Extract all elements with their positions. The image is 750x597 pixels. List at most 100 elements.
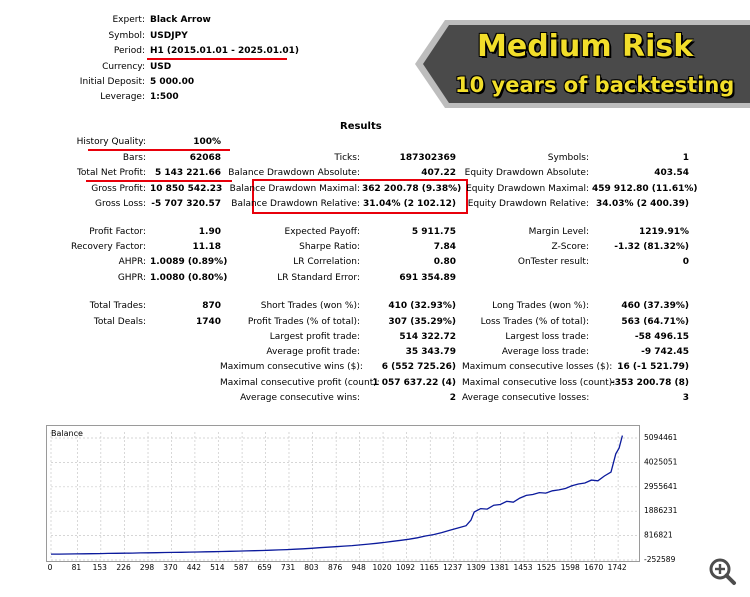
stat-label: Balance Drawdown Relative: xyxy=(231,199,360,209)
results-title: Results xyxy=(340,121,382,132)
stat-label: Total Net Profit: xyxy=(76,168,146,178)
net-profit-underline xyxy=(86,180,232,182)
stat-label: Recovery Factor: xyxy=(70,242,146,252)
stat-label: Equity Drawdown Relative: xyxy=(467,199,589,209)
header-label-leverage: Leverage: xyxy=(100,92,145,102)
x-tick-label: 1742 xyxy=(608,563,627,572)
x-tick-label: 731 xyxy=(281,563,296,572)
y-tick-label: 1886231 xyxy=(644,506,678,515)
stat-label: Total Deals: xyxy=(93,317,146,327)
x-tick-label: 298 xyxy=(140,563,155,572)
header-value-leverage: 1:500 xyxy=(150,92,179,102)
stat-value: 6 (552 725.26) xyxy=(381,362,456,372)
stat-label: LR Correlation: xyxy=(293,257,360,267)
x-tick-label: 1092 xyxy=(396,563,415,572)
stat-value: 187302369 xyxy=(399,153,456,163)
history-quality-underline xyxy=(88,149,230,151)
stat-value: 7.84 xyxy=(433,242,456,252)
stat-value: 514 322.72 xyxy=(399,332,456,342)
stat-value: 691 354.89 xyxy=(399,273,456,283)
x-tick-label: 1525 xyxy=(537,563,556,572)
header-value-symbol: USDJPY xyxy=(150,31,188,41)
stat-value: 1 057 637.22 (4) xyxy=(372,378,456,388)
stat-value: 11.18 xyxy=(192,242,221,252)
x-tick-label: 514 xyxy=(210,563,225,572)
stat-label: Bars: xyxy=(122,153,146,163)
stat-value: 362 200.78 (9.38%) xyxy=(362,184,462,194)
stat-label: Average consecutive wins: xyxy=(240,393,360,403)
stat-value: 870 xyxy=(202,301,221,311)
stat-label: Symbols: xyxy=(547,153,589,163)
stat-value: 31.04% (2 102.12) xyxy=(363,199,456,209)
stat-value: 3 xyxy=(682,393,689,403)
stat-label: Average profit trade: xyxy=(266,347,360,357)
x-tick-label: 876 xyxy=(328,563,343,572)
stat-value: 403.54 xyxy=(654,168,689,178)
x-tick-label: 81 xyxy=(72,563,82,572)
x-tick-label: 659 xyxy=(257,563,272,572)
x-tick-label: 0 xyxy=(48,563,53,572)
x-tick-label: 1309 xyxy=(467,563,486,572)
stat-label: GHPR: xyxy=(117,273,146,283)
stat-value: 16 (-1 521.79) xyxy=(617,362,689,372)
stat-value: 34.03% (2 400.39) xyxy=(596,199,689,209)
stat-label: Ticks: xyxy=(334,153,360,163)
header-label-currency: Currency: xyxy=(102,62,145,72)
header-label-expert: Expert: xyxy=(112,15,145,25)
x-tick-label: 226 xyxy=(116,563,131,572)
y-tick-label: -252589 xyxy=(644,555,676,564)
period-underline xyxy=(147,58,287,60)
x-tick-label: 803 xyxy=(304,563,319,572)
stat-value: 10 850 542.23 xyxy=(150,184,223,194)
stat-value: 1.0080 (0.80%) xyxy=(150,273,228,283)
header-label-period: Period: xyxy=(113,46,145,56)
stat-label: Maximum consecutive wins ($): xyxy=(220,362,363,372)
stat-label: Margin Level: xyxy=(528,227,589,237)
stat-value: 307 (35.29%) xyxy=(388,317,456,327)
y-tick-label: 4025051 xyxy=(644,457,678,466)
y-tick-label: 2955641 xyxy=(644,482,678,491)
stat-value: 563 (64.71%) xyxy=(621,317,689,327)
stat-value: 407.22 xyxy=(421,168,456,178)
x-tick-label: 1165 xyxy=(420,563,439,572)
stat-label: LR Standard Error: xyxy=(277,273,360,283)
y-tick-label: 5094461 xyxy=(644,433,678,442)
banner-background xyxy=(415,20,750,108)
x-tick-label: 948 xyxy=(351,563,366,572)
x-tick-label: 1453 xyxy=(513,563,532,572)
stat-label: AHPR: xyxy=(118,257,146,267)
drawdown-highlight-box xyxy=(252,179,468,214)
stat-value: 1219.91% xyxy=(638,227,689,237)
stat-value: 1.0089 (0.89%) xyxy=(150,257,228,267)
stat-label: Balance Drawdown Maximal: xyxy=(229,184,360,194)
stat-label: Equity Drawdown Maximal: xyxy=(466,184,589,194)
header-label-deposit: Initial Deposit: xyxy=(79,77,145,87)
stat-label: Profit Factor: xyxy=(89,227,146,237)
stat-value: -5 707 320.57 xyxy=(151,199,221,209)
x-tick-label: 1670 xyxy=(584,563,603,572)
stat-label: Average consecutive losses: xyxy=(462,393,590,403)
zoom-in-icon[interactable] xyxy=(705,555,739,589)
x-tick-label: 370 xyxy=(163,563,178,572)
stat-label: History Quality: xyxy=(76,137,146,147)
x-tick-label: 587 xyxy=(234,563,249,572)
stat-label: Largest profit trade: xyxy=(269,332,360,342)
stat-label: Maximal consecutive profit (count): xyxy=(220,378,380,388)
stat-value: 0 xyxy=(682,257,689,267)
risk-banner: Medium Risk 10 years of backtesting xyxy=(415,18,750,110)
x-tick-label: 1598 xyxy=(561,563,580,572)
stat-value: 35 343.79 xyxy=(405,347,456,357)
header-value-currency: USD xyxy=(150,62,172,72)
header-value-deposit: 5 000.00 xyxy=(150,77,195,87)
stat-label: Sharpe Ratio: xyxy=(299,242,360,252)
header-value-expert: Black Arrow xyxy=(150,15,211,25)
header-value-period: H1 (2015.01.01 - 2025.01.01) xyxy=(150,46,300,56)
stat-label: Expected Payoff: xyxy=(284,227,360,237)
header-label-symbol: Symbol: xyxy=(108,31,145,41)
stat-value: 1.90 xyxy=(198,227,221,237)
stat-label: Maximal consecutive loss (count): xyxy=(462,378,616,388)
stat-label: Largest loss trade: xyxy=(505,332,589,342)
stat-label: Profit Trades (% of total): xyxy=(247,317,360,327)
stat-value: 0.80 xyxy=(433,257,456,267)
stat-value: 100% xyxy=(193,137,221,147)
